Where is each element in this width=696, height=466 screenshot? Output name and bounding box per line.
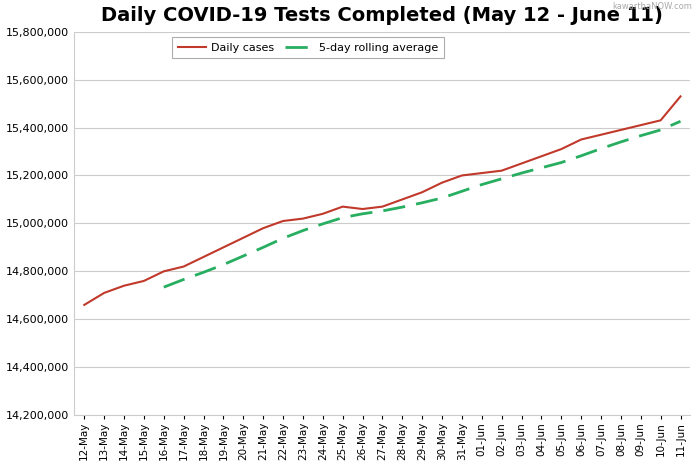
5-day rolling average [537,165,546,171]
Daily cases [677,94,685,99]
Daily cases [299,216,307,221]
5-day rolling average [159,284,168,290]
Daily cases [199,254,207,260]
5-day rolling average [199,269,207,275]
Daily cases [259,226,267,231]
5-day rolling average [358,211,367,217]
Daily cases [219,245,228,250]
Daily cases [279,218,287,224]
Daily cases [120,283,128,288]
5-day rolling average [418,200,427,206]
5-day rolling average [398,204,406,210]
Daily cases [100,290,109,296]
Daily cases [617,127,625,133]
Daily cases [557,146,565,152]
Daily cases [656,117,665,123]
5-day rolling average [299,228,307,233]
5-day rolling average [378,208,386,214]
5-day rolling average [438,195,446,201]
5-day rolling average [239,253,248,259]
5-day rolling average [219,262,228,267]
Daily cases [458,173,466,178]
Daily cases [378,204,386,209]
Daily cases [159,268,168,274]
Daily cases [338,204,347,209]
Text: kawarthaNOW.com: kawarthaNOW.com [612,2,693,11]
5-day rolling average [597,146,606,151]
Line: 5-day rolling average: 5-day rolling average [164,121,681,287]
5-day rolling average [259,245,267,250]
Daily cases [140,278,148,284]
Daily cases [477,170,486,176]
5-day rolling average [577,153,585,158]
Daily cases [80,302,88,308]
Title: Daily COVID-19 Tests Completed (May 12 - June 11): Daily COVID-19 Tests Completed (May 12 -… [102,6,663,25]
Daily cases [537,153,546,159]
5-day rolling average [319,221,327,226]
Legend: Daily cases, 5-day rolling average: Daily cases, 5-day rolling average [173,37,443,58]
Daily cases [438,180,446,185]
5-day rolling average [498,176,506,182]
5-day rolling average [677,118,685,124]
Daily cases [597,132,606,137]
5-day rolling average [477,182,486,187]
Daily cases [418,190,427,195]
5-day rolling average [656,127,665,133]
Daily cases [498,168,506,173]
5-day rolling average [617,139,625,145]
Daily cases [358,206,367,212]
5-day rolling average [458,188,466,194]
Line: Daily cases: Daily cases [84,96,681,305]
Daily cases [637,123,645,128]
5-day rolling average [338,215,347,220]
5-day rolling average [180,277,188,282]
Daily cases [577,137,585,142]
Daily cases [239,235,248,240]
Daily cases [180,264,188,269]
Daily cases [517,161,525,166]
5-day rolling average [279,235,287,241]
Daily cases [398,197,406,202]
5-day rolling average [637,133,645,138]
5-day rolling average [557,160,565,165]
5-day rolling average [517,170,525,176]
Daily cases [319,211,327,217]
